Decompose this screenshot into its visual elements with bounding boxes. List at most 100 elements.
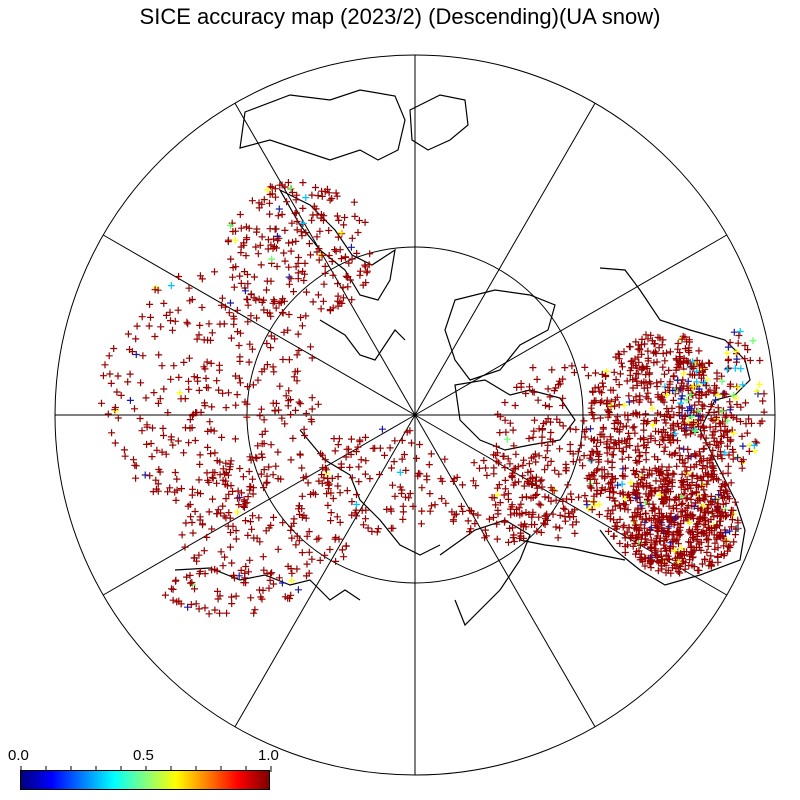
accuracy-marker — [184, 603, 192, 611]
accuracy-marker — [642, 393, 650, 401]
accuracy-marker — [364, 524, 372, 532]
accuracy-marker — [247, 312, 255, 320]
accuracy-marker — [598, 397, 606, 405]
accuracy-marker — [605, 527, 612, 535]
accuracy-marker — [453, 473, 461, 481]
accuracy-marker — [683, 396, 691, 404]
accuracy-marker — [232, 592, 240, 600]
accuracy-marker — [124, 330, 132, 338]
accuracy-marker — [483, 471, 491, 479]
accuracy-marker — [295, 347, 303, 354]
accuracy-marker — [640, 426, 648, 434]
accuracy-marker — [682, 512, 690, 519]
accuracy-marker — [590, 469, 598, 477]
accuracy-marker — [147, 313, 154, 321]
accuracy-marker — [632, 446, 640, 454]
accuracy-marker — [547, 484, 555, 492]
accuracy-marker — [516, 534, 523, 542]
accuracy-marker — [295, 398, 303, 406]
accuracy-marker — [181, 543, 189, 551]
accuracy-marker — [232, 401, 240, 409]
accuracy-marker — [292, 209, 300, 217]
accuracy-marker — [649, 500, 657, 508]
accuracy-marker — [612, 353, 620, 361]
accuracy-marker — [146, 472, 154, 480]
accuracy-marker — [611, 396, 619, 404]
accuracy-marker — [734, 339, 742, 347]
accuracy-marker — [213, 377, 221, 385]
accuracy-marker — [285, 273, 293, 281]
accuracy-marker — [493, 520, 501, 528]
accuracy-marker — [360, 521, 367, 529]
accuracy-marker — [247, 291, 255, 298]
accuracy-marker — [105, 352, 113, 360]
accuracy-marker — [200, 547, 208, 555]
meridian-line — [234, 102, 416, 416]
accuracy-marker — [279, 309, 287, 317]
accuracy-marker — [278, 414, 286, 422]
accuracy-marker — [625, 453, 633, 461]
accuracy-marker — [509, 426, 517, 434]
accuracy-marker — [729, 455, 737, 463]
accuracy-marker — [704, 505, 711, 513]
accuracy-marker — [197, 408, 205, 416]
accuracy-marker — [667, 424, 675, 432]
accuracy-marker — [250, 273, 258, 281]
accuracy-marker — [265, 463, 273, 471]
accuracy-marker — [699, 413, 707, 421]
accuracy-marker — [353, 249, 361, 257]
accuracy-marker — [281, 257, 289, 265]
accuracy-marker — [647, 524, 655, 532]
accuracy-marker — [299, 219, 307, 227]
accuracy-marker — [180, 358, 188, 366]
accuracy-marker — [589, 387, 597, 395]
accuracy-marker — [187, 513, 195, 521]
accuracy-marker — [207, 336, 214, 344]
accuracy-marker — [694, 528, 702, 536]
accuracy-marker — [147, 440, 155, 447]
accuracy-marker — [319, 451, 326, 459]
accuracy-marker — [237, 279, 245, 287]
accuracy-marker — [329, 495, 337, 502]
accuracy-marker — [695, 385, 703, 393]
accuracy-marker — [547, 429, 555, 436]
accuracy-marker — [257, 261, 265, 269]
accuracy-marker — [690, 463, 698, 471]
accuracy-marker — [128, 348, 136, 356]
accuracy-marker — [622, 443, 630, 451]
accuracy-marker — [237, 249, 245, 257]
accuracy-marker — [654, 553, 661, 561]
accuracy-marker — [750, 441, 758, 449]
accuracy-marker — [695, 412, 702, 420]
accuracy-marker — [609, 483, 616, 491]
accuracy-marker — [662, 419, 670, 427]
accuracy-marker — [581, 492, 589, 500]
accuracy-marker — [274, 448, 282, 456]
accuracy-marker — [244, 531, 252, 539]
accuracy-marker — [366, 250, 374, 258]
accuracy-marker — [490, 470, 498, 478]
accuracy-marker — [298, 220, 306, 228]
accuracy-marker — [111, 404, 119, 411]
accuracy-marker — [289, 434, 297, 442]
accuracy-marker — [514, 463, 522, 471]
accuracy-marker — [644, 335, 652, 343]
accuracy-marker — [737, 418, 744, 425]
accuracy-marker — [390, 458, 398, 466]
accuracy-marker — [197, 490, 204, 498]
accuracy-marker — [259, 553, 267, 561]
accuracy-marker — [490, 464, 498, 472]
accuracy-marker — [664, 479, 672, 487]
accuracy-marker — [580, 428, 588, 436]
accuracy-marker — [667, 439, 675, 447]
accuracy-marker — [604, 507, 612, 515]
accuracy-marker — [274, 236, 282, 244]
accuracy-marker — [726, 406, 734, 414]
accuracy-marker — [632, 362, 640, 370]
accuracy-marker — [709, 446, 717, 454]
accuracy-marker — [760, 390, 768, 398]
accuracy-marker — [672, 366, 680, 374]
accuracy-marker — [678, 335, 686, 343]
accuracy-marker — [742, 399, 749, 407]
accuracy-marker — [236, 357, 244, 365]
